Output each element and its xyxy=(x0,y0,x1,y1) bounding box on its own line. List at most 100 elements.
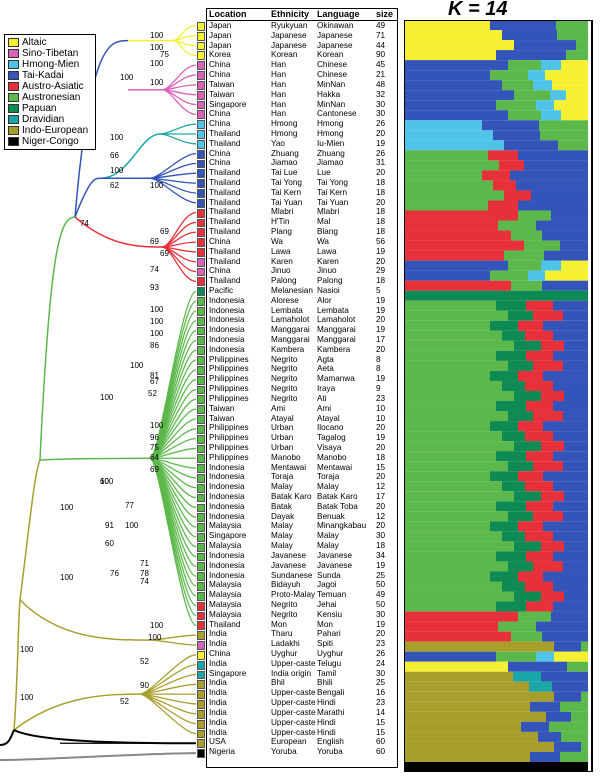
cell-ethnicity: Negrito xyxy=(271,599,298,609)
legend-item: Papuan xyxy=(8,103,92,114)
admixture-segment xyxy=(536,100,554,111)
cell-size: 44 xyxy=(376,40,386,50)
bootstrap-label: 69 xyxy=(160,249,169,258)
bootstrap-label: 100 xyxy=(60,503,74,512)
cell-location: Taiwan xyxy=(209,79,235,89)
admixture-segment xyxy=(490,571,518,582)
admixture-segment xyxy=(404,731,538,742)
admixture-segment xyxy=(502,481,525,492)
cell-ethnicity: Tai Yuan xyxy=(271,197,303,207)
cell-location: Thailand xyxy=(209,227,241,237)
cell-ethnicity: Upper-caste xyxy=(271,727,316,737)
cell-location: Indonesia xyxy=(209,550,245,560)
cell-location: Thailand xyxy=(209,207,241,217)
table-row: Thailand Tai Yong Tai Yong 18 xyxy=(206,178,398,188)
admixture-segment xyxy=(404,350,496,361)
cell-ethnicity: Batak xyxy=(271,501,292,511)
family-swatch xyxy=(197,621,205,631)
family-swatch xyxy=(197,375,205,385)
table-row: Malaysia Proto-Malay Temuan 49 xyxy=(206,590,398,600)
table-row: Thailand Tai Lue Lue 20 xyxy=(206,168,398,178)
admixture-segment xyxy=(404,360,508,371)
cell-ethnicity: Negrito xyxy=(271,354,298,364)
admixture-segment xyxy=(404,611,518,622)
cell-location: China xyxy=(209,148,231,158)
cell-size: 19 xyxy=(376,325,386,335)
admixture-segment xyxy=(553,581,588,592)
admixture-segment xyxy=(554,741,581,752)
admixture-segment xyxy=(518,571,543,582)
admixture-segment xyxy=(567,661,588,672)
cell-ethnicity: Karen xyxy=(271,256,293,266)
cell-language: Okinawan xyxy=(317,21,354,30)
table-row: Indonesia Mentawai Mentawai 15 xyxy=(206,463,398,473)
cell-ethnicity: Palong xyxy=(271,276,297,286)
admixture-segment xyxy=(561,260,588,271)
admixture-segment xyxy=(552,681,588,692)
table-row: Malaysia Bidayuh Jagoi 50 xyxy=(206,580,398,590)
family-swatch xyxy=(197,739,205,749)
bootstrap-label: 74 xyxy=(140,577,149,586)
cell-ethnicity: Malay xyxy=(271,531,293,541)
tree-branch xyxy=(19,599,151,641)
admixture-segment xyxy=(496,100,536,111)
family-swatch xyxy=(197,159,205,169)
cell-location: China xyxy=(209,158,231,168)
admixture-segment xyxy=(508,360,533,371)
admixture-segment xyxy=(496,350,526,361)
admixture-segment xyxy=(404,90,514,101)
cell-ethnicity: Han xyxy=(271,89,287,99)
admixture-segment xyxy=(404,571,490,582)
cell-size: 49 xyxy=(376,590,386,600)
cell-language: Tagalog xyxy=(317,433,346,443)
cell-language: Lawa xyxy=(317,246,337,256)
cell-size: 20 xyxy=(376,442,386,452)
cell-size: 26 xyxy=(376,119,386,129)
cell-ethnicity: Negrito xyxy=(271,384,298,394)
admixture-segment xyxy=(524,160,588,171)
cell-location: Indonesia xyxy=(209,462,245,472)
cell-ethnicity: Proto-Malay xyxy=(271,590,316,600)
bootstrap-label: 100 xyxy=(150,329,164,338)
family-swatch xyxy=(197,572,205,582)
legend-item: Austro-Asiatic xyxy=(8,81,92,92)
legend-label: Sino-Tibetan xyxy=(22,48,79,59)
cell-language: Yoruba xyxy=(317,747,343,757)
cell-location: Korea xyxy=(209,50,231,60)
admixture-segment xyxy=(496,601,526,612)
bootstrap-label: 100 xyxy=(110,133,124,142)
table-row: Indonesia Lamaholot Lamaholot 20 xyxy=(206,315,398,325)
table-row: Philippines Urban Visaya 20 xyxy=(206,443,398,453)
cell-size: 21 xyxy=(376,70,386,80)
admixture-segment xyxy=(526,350,553,361)
cell-size: 29 xyxy=(376,266,386,276)
cell-language: MinNan xyxy=(317,79,346,89)
table-row: China Uyghur Uyghur 26 xyxy=(206,649,398,659)
admixture-segment xyxy=(511,631,542,642)
admixture-segment xyxy=(404,250,504,261)
cell-size: 20 xyxy=(376,472,386,482)
table-row: India Ladakhi Spiti 23 xyxy=(206,639,398,649)
bootstrap-label: 75 xyxy=(160,50,169,59)
admixture-segment xyxy=(493,180,516,191)
bootstrap-label: 76 xyxy=(110,569,119,578)
family-swatch xyxy=(197,346,205,356)
family-swatch xyxy=(197,444,205,454)
admixture-segment xyxy=(404,320,490,331)
cell-language: Hindi xyxy=(317,717,336,727)
cell-ethnicity: Urban xyxy=(271,442,294,452)
family-swatch xyxy=(197,120,205,130)
family-swatch xyxy=(197,297,205,306)
cell-size: 30 xyxy=(376,668,386,678)
admixture-segment xyxy=(541,390,564,402)
cell-ethnicity: Korean xyxy=(271,50,298,60)
family-swatch xyxy=(197,542,205,552)
tree-branch xyxy=(171,35,197,42)
legend-swatch xyxy=(8,60,19,69)
admixture-segment xyxy=(488,200,518,211)
cell-language: Batak Karo xyxy=(317,492,358,501)
tree-branch xyxy=(161,246,197,283)
admixture-segment xyxy=(560,751,588,762)
bootstrap-label: 81 xyxy=(150,371,159,380)
cell-size: 16 xyxy=(376,688,386,698)
